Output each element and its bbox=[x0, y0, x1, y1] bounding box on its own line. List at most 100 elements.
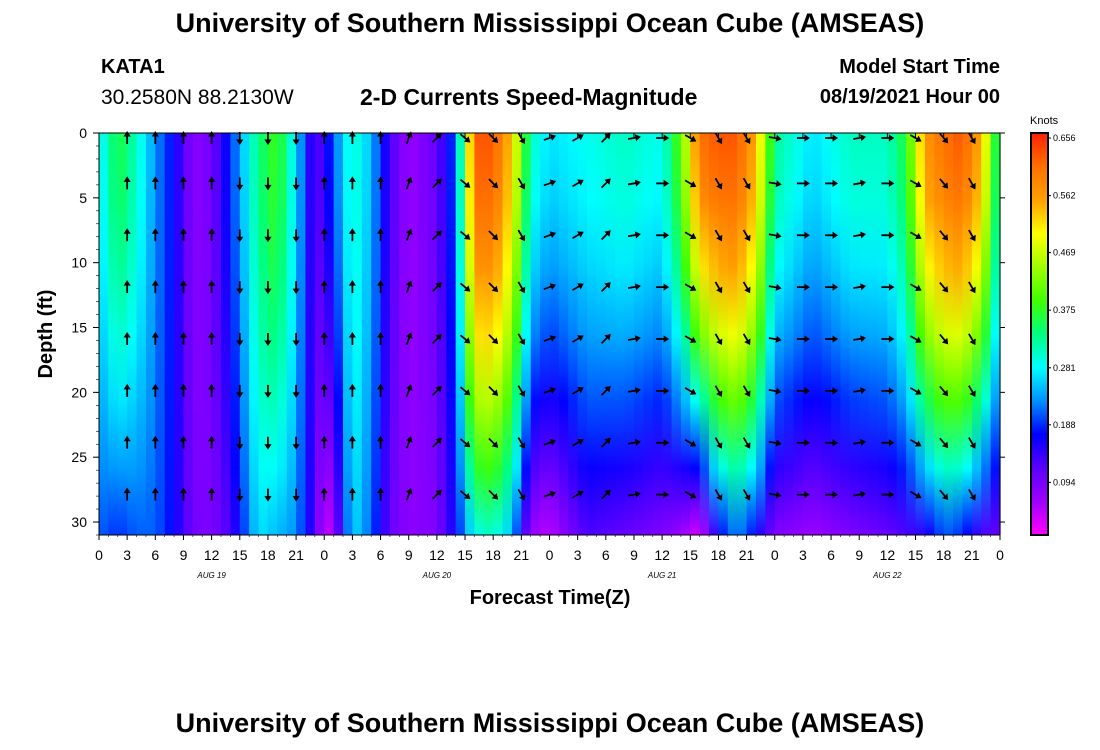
heatmap-column bbox=[605, 133, 616, 535]
current-arrow bbox=[627, 283, 641, 291]
current-arrow bbox=[881, 231, 895, 239]
current-arrow bbox=[488, 334, 499, 344]
x-tick-label: 12 bbox=[429, 547, 445, 563]
heatmap-column bbox=[540, 133, 551, 535]
heatmap-column bbox=[615, 133, 626, 535]
x-tick-label: 0 bbox=[546, 547, 554, 563]
current-arrow bbox=[825, 491, 839, 499]
current-arrow bbox=[405, 488, 413, 501]
current-arrow bbox=[236, 436, 244, 450]
current-arrow bbox=[264, 333, 272, 346]
current-arrow bbox=[600, 178, 611, 189]
x-tick-label: 12 bbox=[654, 547, 670, 563]
heatmap-column bbox=[155, 133, 166, 535]
current-arrow bbox=[517, 281, 526, 294]
x-tick-label: 6 bbox=[602, 547, 610, 563]
heatmap-column bbox=[483, 133, 494, 535]
current-arrow bbox=[684, 335, 697, 343]
date-label: AUG 22 bbox=[872, 571, 902, 580]
heatmap-column bbox=[530, 133, 541, 535]
current-arrow bbox=[714, 229, 723, 242]
current-arrow bbox=[796, 387, 810, 395]
current-arrow bbox=[459, 334, 471, 344]
current-arrow bbox=[208, 176, 216, 190]
current-arrow bbox=[939, 230, 949, 241]
heatmap-column bbox=[587, 133, 598, 535]
current-arrow bbox=[488, 282, 499, 293]
heatmap-column bbox=[868, 133, 879, 535]
heatmap-column bbox=[990, 133, 1001, 535]
current-arrow bbox=[881, 491, 895, 499]
heatmap-column bbox=[474, 133, 485, 535]
heatmap-column bbox=[859, 133, 870, 535]
current-arrow bbox=[348, 435, 357, 449]
current-arrow bbox=[348, 228, 357, 242]
current-arrow bbox=[600, 385, 611, 396]
current-arrow bbox=[572, 387, 584, 395]
date-label: AUG 21 bbox=[647, 571, 676, 580]
current-arrow bbox=[656, 283, 670, 291]
current-arrow bbox=[517, 488, 526, 501]
heatmap-column bbox=[793, 133, 804, 535]
current-arrow bbox=[853, 335, 867, 343]
heatmap-column bbox=[624, 133, 635, 535]
colorbar-label: 0.656 bbox=[1053, 133, 1076, 143]
heatmap-column bbox=[465, 133, 476, 535]
current-arrow bbox=[348, 176, 357, 190]
station-id: KATA1 bbox=[101, 56, 165, 78]
heatmap-column bbox=[662, 133, 673, 535]
current-arrow bbox=[572, 283, 584, 291]
current-arrow bbox=[292, 229, 300, 243]
current-arrow bbox=[348, 332, 357, 345]
current-arrow bbox=[459, 438, 471, 448]
current-arrow bbox=[236, 488, 244, 502]
heatmap-column bbox=[802, 133, 813, 535]
current-arrow bbox=[488, 437, 499, 448]
heatmap-column bbox=[877, 133, 888, 535]
date-label: AUG 19 bbox=[196, 571, 226, 580]
current-arrow bbox=[543, 231, 557, 239]
current-arrow bbox=[543, 438, 557, 446]
current-arrow bbox=[825, 231, 839, 239]
heatmap-column bbox=[971, 133, 982, 535]
current-arrow bbox=[968, 488, 976, 501]
heatmap-column bbox=[324, 133, 335, 535]
heatmap-column bbox=[765, 133, 776, 535]
current-arrow bbox=[236, 177, 244, 191]
heatmap-column bbox=[305, 133, 316, 535]
heatmap-column bbox=[493, 133, 504, 535]
current-arrow bbox=[881, 179, 895, 187]
heatmap-column bbox=[399, 133, 410, 535]
current-arrow bbox=[517, 229, 526, 242]
x-tick-label: 18 bbox=[711, 547, 727, 563]
current-arrow bbox=[236, 229, 244, 243]
current-arrow bbox=[825, 335, 839, 343]
heatmap-column bbox=[699, 133, 710, 535]
current-arrow bbox=[376, 332, 385, 345]
current-arrow bbox=[208, 228, 216, 242]
x-tick-label: 18 bbox=[260, 547, 276, 563]
y-axis: 0 5 10 15 20 25 30 bbox=[71, 125, 1005, 536]
current-arrow bbox=[151, 435, 159, 449]
current-arrow bbox=[656, 231, 670, 239]
heatmap-column bbox=[343, 133, 354, 535]
x-tick-label: 9 bbox=[855, 547, 863, 563]
heatmap-column bbox=[296, 133, 307, 535]
heatmap-column bbox=[633, 133, 644, 535]
heatmap-column bbox=[249, 133, 260, 535]
heatmap-column bbox=[183, 133, 194, 535]
heatmap-column bbox=[680, 133, 691, 535]
current-arrow bbox=[151, 332, 159, 345]
current-arrow bbox=[348, 280, 357, 294]
heatmap-column bbox=[117, 133, 128, 535]
current-arrow bbox=[405, 280, 413, 294]
current-arrow bbox=[742, 488, 751, 501]
heatmap-column bbox=[145, 133, 156, 535]
current-arrow bbox=[968, 437, 976, 449]
heatmap-column bbox=[258, 133, 269, 535]
heatmap-column bbox=[896, 133, 907, 535]
x-tick-label: 15 bbox=[682, 547, 698, 563]
page-title: University of Southern Mississippi Ocean… bbox=[175, 8, 925, 38]
heatmap-column bbox=[652, 133, 663, 535]
heatmap-column bbox=[755, 133, 766, 535]
